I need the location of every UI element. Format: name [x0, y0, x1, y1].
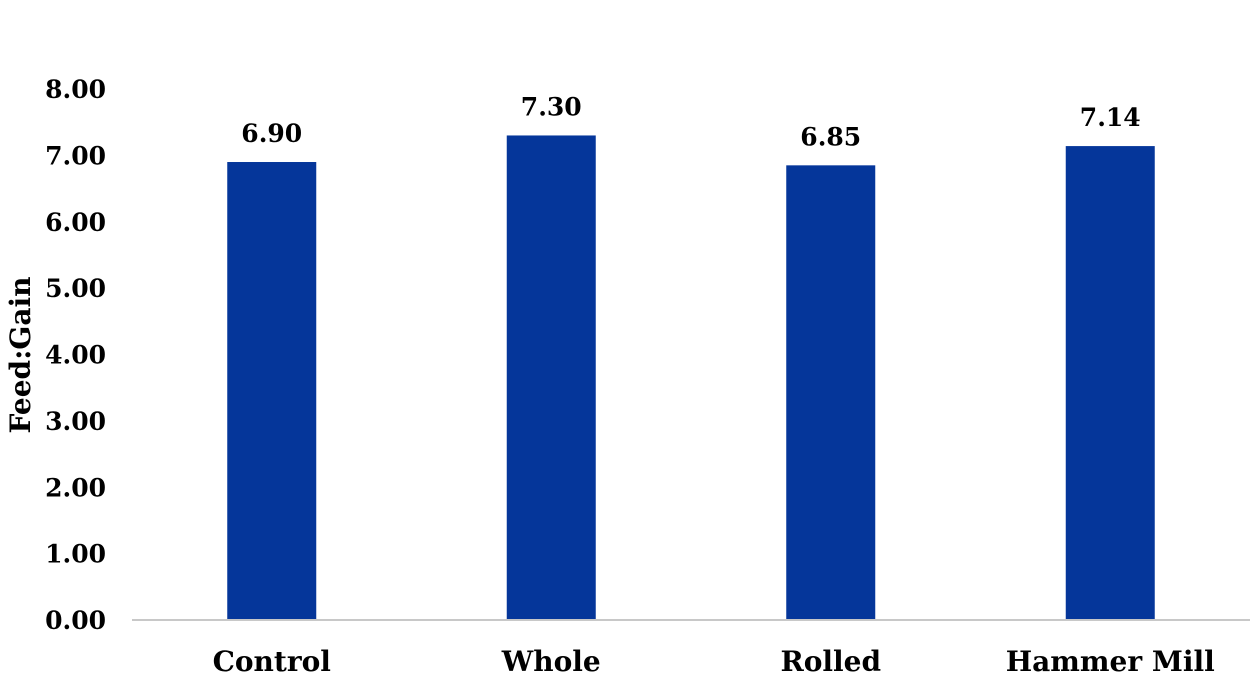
bar: [786, 165, 876, 621]
y-tick-label: 6.00: [45, 208, 106, 237]
x-category-label: Control: [213, 645, 331, 678]
y-axis-title: Feed:Gain: [4, 277, 37, 434]
x-category-label: Rolled: [780, 645, 881, 678]
bar: [227, 162, 317, 620]
bar: [506, 135, 596, 620]
y-tick-label: 7.00: [45, 141, 106, 170]
y-tick-label: 8.00: [45, 75, 106, 104]
data-label: 6.90: [241, 119, 302, 148]
y-tick-label: 0.00: [45, 606, 106, 635]
y-tick-label: 4.00: [45, 341, 106, 370]
y-tick-label: 3.00: [45, 407, 106, 436]
x-axis-category-labels: Control Whole Rolled Hammer Mill: [213, 645, 1215, 678]
y-tick-label: 1.00: [45, 540, 106, 569]
y-tick-label: 5.00: [45, 274, 106, 303]
bar: [1065, 146, 1155, 620]
x-category-label: Hammer Mill: [1006, 645, 1215, 678]
y-axis-tick-labels: 0.00 1.00 2.00 3.00 4.00 5.00 6.00 7.00 8.00: [45, 75, 106, 635]
x-category-label: Whole: [501, 645, 601, 678]
data-label: 7.30: [521, 92, 582, 121]
data-label: 7.14: [1080, 103, 1141, 132]
data-labels: 6.90 7.30 6.85 7.14: [241, 92, 1140, 151]
y-tick-label: 2.00: [45, 473, 106, 502]
data-label: 6.85: [800, 122, 861, 151]
bar-series: [227, 135, 1155, 621]
